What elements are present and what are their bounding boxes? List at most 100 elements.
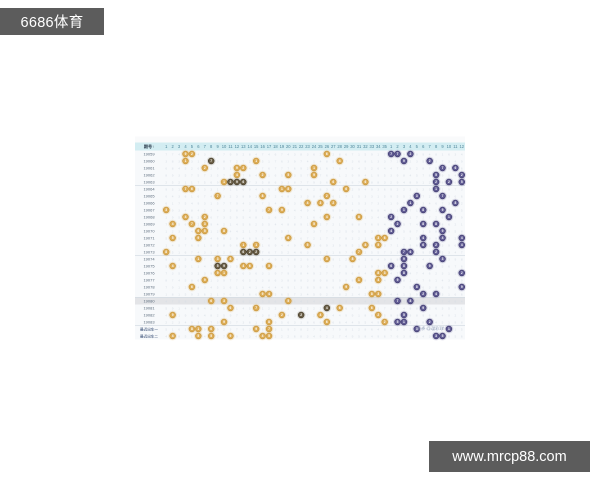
svg-text:1: 1 (210, 229, 212, 233)
svg-text:30: 30 (350, 144, 355, 149)
svg-text:3: 3 (422, 187, 424, 191)
svg-text:3: 3 (255, 278, 257, 282)
svg-text:1: 1 (339, 173, 341, 177)
svg-text:4: 4 (210, 236, 212, 240)
svg-text:5: 5 (384, 194, 386, 198)
svg-text:2: 2 (390, 180, 392, 184)
svg-text:5: 5 (165, 264, 167, 268)
svg-text:8: 8 (442, 180, 444, 184)
svg-text:1: 1 (403, 320, 405, 324)
svg-text:6: 6 (454, 166, 456, 170)
svg-text:6: 6 (326, 320, 328, 324)
svg-text:7: 7 (262, 166, 264, 170)
svg-text:2: 2 (435, 250, 437, 254)
svg-text:4: 4 (384, 222, 386, 226)
svg-text:3: 3 (262, 278, 264, 282)
svg-text:5: 5 (422, 159, 424, 163)
svg-text:4: 4 (313, 299, 315, 303)
svg-text:2: 2 (242, 229, 244, 233)
svg-text:8: 8 (442, 222, 444, 226)
svg-text:8: 8 (429, 173, 431, 177)
svg-text:9: 9 (352, 334, 354, 338)
svg-text:1: 1 (339, 257, 341, 261)
svg-text:最近出车一: 最近出车一 (140, 327, 158, 332)
svg-text:7: 7 (262, 201, 264, 205)
svg-text:4: 4 (461, 236, 463, 240)
svg-text:6: 6 (230, 306, 232, 310)
svg-text:1: 1 (210, 250, 212, 254)
svg-text:7: 7 (365, 222, 367, 226)
svg-text:2: 2 (390, 208, 392, 212)
svg-text:3: 3 (448, 159, 450, 163)
svg-text:6: 6 (197, 229, 199, 233)
svg-text:7: 7 (390, 152, 392, 156)
svg-text:3: 3 (320, 257, 322, 261)
svg-text:8: 8 (339, 292, 341, 296)
svg-text:5: 5 (185, 173, 187, 177)
svg-text:7: 7 (339, 236, 341, 240)
svg-text:3: 3 (217, 159, 219, 163)
svg-text:3: 3 (448, 257, 450, 261)
svg-text:4: 4 (332, 313, 334, 317)
svg-text:7: 7 (442, 166, 444, 170)
svg-text:9: 9 (275, 264, 277, 268)
svg-text:9: 9 (326, 243, 328, 247)
svg-text:2: 2 (358, 236, 360, 240)
svg-text:1: 1 (178, 285, 180, 289)
svg-text:5: 5 (403, 194, 405, 198)
svg-text:7: 7 (230, 159, 232, 163)
svg-text:1: 1 (255, 299, 257, 303)
svg-text:5: 5 (410, 285, 412, 289)
svg-text:5: 5 (416, 236, 418, 240)
svg-text:2: 2 (300, 229, 302, 233)
svg-text:5: 5 (287, 201, 289, 205)
svg-text:8: 8 (313, 194, 315, 198)
svg-text:6: 6 (371, 243, 373, 247)
svg-text:4: 4 (249, 215, 251, 219)
svg-text:8: 8 (416, 285, 418, 289)
svg-text:8: 8 (191, 236, 193, 240)
svg-text:3: 3 (371, 229, 373, 233)
svg-text:5: 5 (185, 166, 187, 170)
svg-text:3: 3 (249, 271, 251, 275)
svg-text:19062: 19062 (143, 173, 155, 178)
svg-text:20: 20 (286, 144, 291, 149)
svg-text:5: 5 (217, 320, 219, 324)
svg-text:4: 4 (185, 215, 187, 219)
svg-text:9: 9 (320, 278, 322, 282)
svg-text:4: 4 (178, 152, 180, 156)
svg-text:8: 8 (403, 173, 405, 177)
svg-text:1: 1 (307, 299, 309, 303)
svg-text:4: 4 (172, 334, 174, 338)
svg-text:9: 9 (429, 187, 431, 191)
svg-text:3: 3 (197, 299, 199, 303)
svg-text:9: 9 (397, 180, 399, 184)
svg-text:9: 9 (249, 194, 251, 198)
svg-text:4: 4 (390, 166, 392, 170)
svg-text:4: 4 (287, 313, 289, 317)
svg-text:4: 4 (268, 236, 270, 240)
svg-text:3: 3 (217, 257, 219, 261)
svg-text:5: 5 (281, 299, 283, 303)
svg-text:8: 8 (403, 278, 405, 282)
svg-text:5: 5 (178, 243, 180, 247)
svg-text:6: 6 (332, 285, 334, 289)
svg-text:2: 2 (365, 250, 367, 254)
svg-text:5: 5 (461, 208, 463, 212)
svg-text:12: 12 (460, 144, 465, 149)
svg-text:4: 4 (242, 236, 244, 240)
svg-text:6: 6 (352, 306, 354, 310)
svg-text:2: 2 (326, 292, 328, 296)
svg-text:7: 7 (230, 278, 232, 282)
svg-text:9: 9 (339, 327, 341, 331)
svg-text:28: 28 (337, 144, 342, 149)
svg-text:3: 3 (178, 159, 180, 163)
svg-text:4: 4 (204, 313, 206, 317)
svg-text:1: 1 (223, 271, 225, 275)
svg-text:1: 1 (448, 327, 450, 331)
svg-text:13: 13 (241, 144, 246, 149)
svg-text:2: 2 (185, 285, 187, 289)
svg-text:5: 5 (178, 222, 180, 226)
svg-text:7: 7 (281, 236, 283, 240)
svg-text:3: 3 (217, 250, 219, 254)
